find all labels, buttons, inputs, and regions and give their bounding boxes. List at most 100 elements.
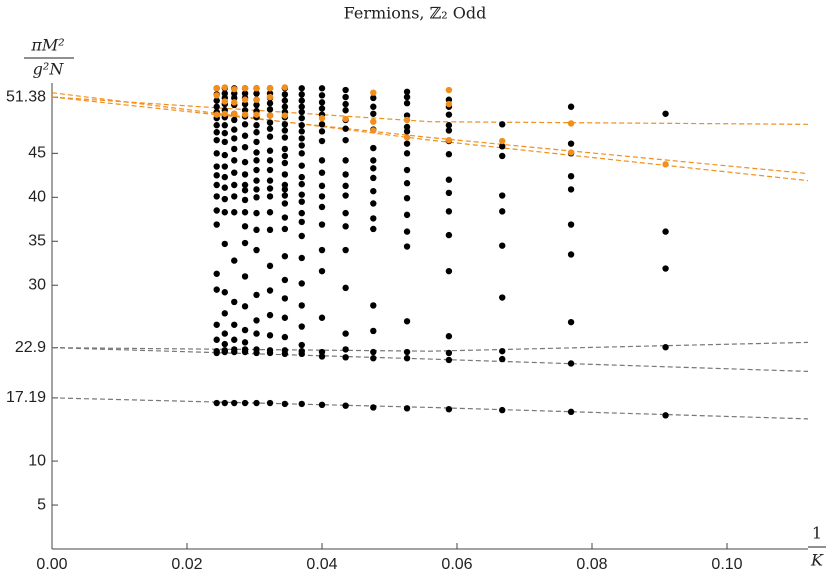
data-point	[221, 240, 228, 248]
data-point	[231, 110, 238, 117]
data-point	[445, 406, 453, 413]
data-point	[231, 145, 238, 153]
data-point	[241, 107, 249, 114]
data-point	[403, 166, 411, 174]
data-point	[281, 333, 289, 341]
data-point	[370, 127, 377, 134]
data-point	[266, 133, 274, 140]
data-point	[370, 118, 377, 125]
data-point	[266, 349, 274, 357]
data-point	[253, 149, 260, 156]
data-point	[342, 330, 349, 337]
data-point	[445, 111, 453, 118]
data-point	[253, 399, 260, 407]
data-point	[213, 336, 220, 343]
data-point	[266, 112, 274, 119]
data-point	[403, 405, 411, 412]
data-point	[318, 169, 326, 176]
data-point	[213, 193, 220, 200]
data-point	[231, 193, 238, 200]
data-point	[445, 96, 453, 103]
data-point	[445, 127, 453, 134]
data-point	[298, 173, 305, 181]
data-point	[298, 180, 305, 188]
x-tick-label: 0.00	[36, 556, 67, 573]
x-tick-label: 0.08	[576, 556, 607, 573]
data-point	[253, 226, 260, 234]
data-point	[567, 318, 575, 326]
data-point	[403, 128, 411, 135]
data-point	[342, 192, 349, 199]
data-point	[266, 177, 274, 184]
data-point	[403, 134, 411, 141]
data-point	[213, 122, 220, 129]
data-point	[231, 85, 238, 93]
data-point	[342, 209, 349, 217]
data-point	[445, 208, 453, 215]
data-point	[403, 348, 411, 356]
data-point	[499, 137, 506, 145]
data-point	[403, 123, 411, 131]
data-point	[318, 246, 326, 254]
data-point	[281, 84, 289, 91]
data-point	[213, 85, 220, 92]
data-point	[221, 289, 228, 296]
y-tick-label: 51.38	[6, 88, 46, 105]
y-tick-label: 30	[28, 276, 46, 293]
data-point	[403, 150, 411, 157]
data-point	[221, 184, 228, 191]
data-point	[221, 129, 228, 137]
fit-line	[51, 397, 809, 420]
data-point	[567, 173, 575, 180]
chart-title: Fermions, ℤ₂ Odd	[344, 4, 487, 23]
data-point	[221, 330, 228, 337]
data-point	[318, 105, 326, 112]
data-point	[445, 176, 453, 183]
data-point	[241, 239, 249, 247]
data-point	[662, 265, 669, 272]
data-point	[342, 125, 349, 132]
data-point	[266, 262, 274, 270]
data-point	[318, 157, 326, 164]
data-point	[499, 294, 506, 301]
data-point	[567, 120, 575, 127]
data-point	[221, 163, 228, 170]
data-point	[253, 96, 260, 103]
fit-line	[51, 341, 809, 352]
data-point	[253, 317, 260, 324]
data-point	[231, 135, 238, 142]
data-point	[221, 399, 228, 407]
data-point	[281, 145, 289, 153]
data-point	[266, 157, 274, 164]
data-point	[266, 147, 274, 154]
data-point	[567, 103, 575, 110]
data-point	[318, 137, 326, 145]
data-point	[213, 172, 220, 179]
data-point	[241, 326, 249, 334]
data-point	[241, 196, 249, 204]
data-point	[445, 189, 453, 197]
data-point	[370, 225, 377, 233]
data-point	[403, 180, 411, 187]
data-point	[445, 86, 453, 94]
data-point	[445, 151, 453, 158]
data-point	[499, 152, 506, 160]
data-point	[213, 321, 220, 328]
data-point	[241, 273, 249, 280]
data-point	[370, 94, 377, 102]
data-point	[298, 350, 305, 358]
x-axis-label-denominator: K	[810, 551, 824, 570]
data-point	[342, 402, 349, 409]
data-point	[298, 150, 305, 157]
data-point	[370, 165, 377, 172]
data-point	[342, 93, 349, 101]
data-point	[403, 88, 411, 95]
data-point	[445, 333, 453, 340]
data-point	[342, 246, 349, 254]
data-point	[241, 96, 249, 103]
data-point	[266, 193, 274, 200]
data-point	[266, 119, 274, 126]
data-point	[221, 84, 228, 91]
data-point	[241, 339, 249, 346]
data-point	[318, 401, 326, 409]
